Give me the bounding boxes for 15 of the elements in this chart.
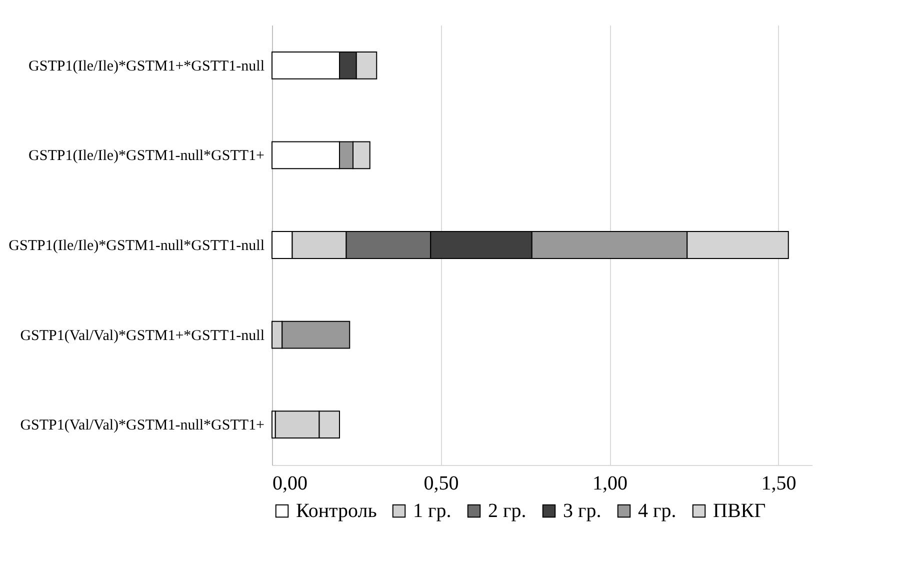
legend-label: 1 гр. (413, 500, 452, 522)
legend-label: ПВКГ (713, 500, 766, 522)
y-tick-label: GSTP1(Ile/Ile)*GSTM1-null*GSTT1+ (28, 148, 264, 164)
x-tick-label: 0,00 (272, 472, 308, 494)
legend-label: 3 гр. (563, 500, 602, 522)
legend-label: Контроль (296, 500, 377, 522)
legend-label: 4 гр. (638, 500, 676, 522)
x-tick-label: 1,00 (592, 472, 628, 494)
y-tick-label: GSTP1(Val/Val)*GSTM1+*GSTT1-null (20, 328, 264, 344)
x-tick-label: 1,50 (761, 472, 796, 494)
y-tick-label: GSTP1(Val/Val)*GSTM1-null*GSTT1+ (20, 418, 264, 434)
y-tick-label: GSTP1(Ile/Ile)*GSTM1-null*GSTT1-null (8, 238, 264, 254)
legend-label: 2 гр. (488, 500, 526, 522)
y-tick-label: GSTP1(Ile/Ile)*GSTM1+*GSTT1-null (28, 58, 264, 74)
x-tick-label: 0,50 (424, 472, 459, 494)
